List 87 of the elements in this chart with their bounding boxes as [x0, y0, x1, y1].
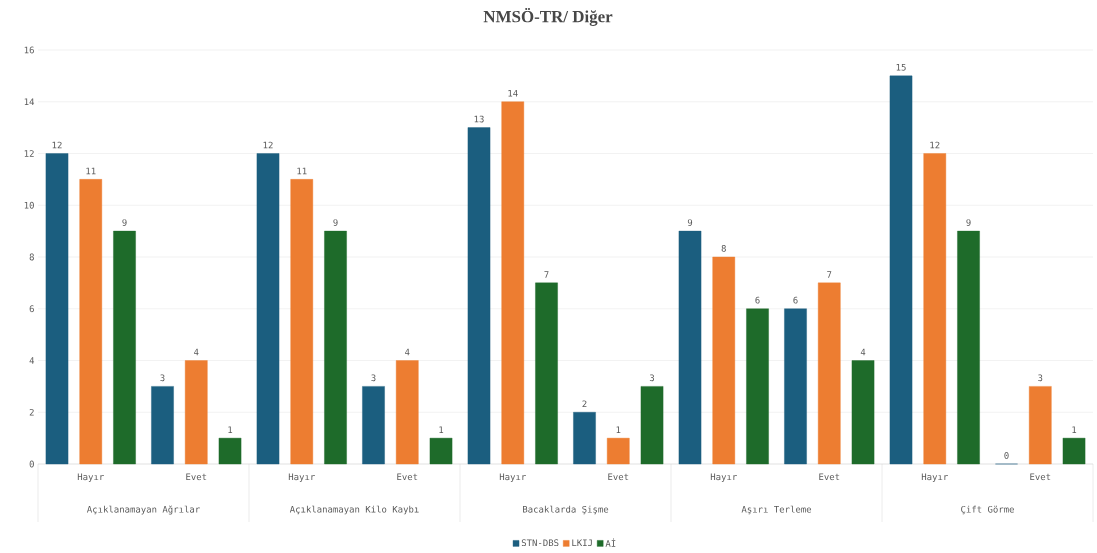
data-label: 14	[508, 90, 518, 97]
bar	[429, 437, 453, 465]
bar	[79, 179, 103, 465]
data-label: 11	[297, 167, 307, 175]
data-label: 9	[122, 219, 127, 226]
y-tick-label: 4	[29, 357, 35, 364]
x-tick-label: Hayır	[77, 473, 104, 482]
bar	[923, 153, 947, 465]
data-label: 3	[649, 374, 655, 382]
bar	[218, 437, 242, 465]
y-tick-label: 12	[24, 150, 34, 157]
data-label: 3	[160, 374, 165, 382]
bar	[535, 282, 558, 465]
data-label: 8	[721, 245, 726, 252]
bar	[467, 127, 491, 465]
data-label: 1	[616, 426, 621, 433]
data-label: 7	[544, 271, 549, 278]
data-label: 3	[371, 374, 376, 382]
data-label: 12	[52, 141, 62, 149]
x-tick-label: Evet	[1030, 473, 1051, 481]
y-tick-label: 8	[29, 253, 34, 261]
text: Çift Görme	[961, 505, 1014, 515]
x-tick-label: Evet	[819, 473, 840, 481]
bar	[1028, 386, 1052, 465]
data-label: 1	[439, 426, 444, 433]
legend-label: LKIJ	[572, 539, 592, 547]
bar	[889, 75, 913, 465]
bar	[817, 282, 841, 465]
data-label: 1	[228, 426, 233, 433]
legend-label: STN-DBS	[521, 539, 559, 547]
data-label: 12	[263, 141, 273, 149]
data-label: 4	[194, 348, 199, 356]
bar	[957, 230, 980, 465]
data-label: 12	[930, 141, 940, 149]
data-label: 4	[860, 348, 866, 356]
x-tick-label: Hayır	[921, 473, 948, 482]
x-tick-label: Hayır	[288, 473, 315, 482]
x-tick-label: Evet	[397, 473, 418, 481]
data-label: 3	[1038, 374, 1043, 382]
x-tick-label: Hayır	[710, 473, 737, 482]
y-tick-label: 16	[24, 46, 34, 54]
bar	[501, 101, 525, 465]
bar	[395, 360, 419, 465]
data-label: 15	[896, 64, 906, 71]
data-label: 9	[966, 219, 971, 226]
bar	[151, 386, 174, 465]
bar	[256, 153, 280, 465]
y-tick-label: 10	[24, 201, 34, 209]
x-tick-label: Evet	[186, 473, 207, 481]
bar	[362, 386, 385, 465]
y-tick-label: 0	[29, 460, 34, 468]
y-tick-label: 2	[29, 408, 34, 416]
data-label: 6	[793, 296, 798, 304]
bar	[640, 386, 664, 465]
data-label: 6	[755, 296, 760, 304]
text: Açıklanamayan Kilo Kaybı	[289, 505, 419, 515]
bar	[851, 360, 875, 465]
data-label: 9	[333, 219, 338, 226]
data-label: 7	[827, 271, 832, 278]
bar	[746, 308, 769, 465]
data-label: 13	[474, 115, 484, 123]
y-tick-label: 6	[29, 305, 34, 313]
y-tick-label: 14	[24, 98, 35, 106]
bar	[290, 179, 314, 465]
data-label: 11	[86, 167, 96, 175]
data-label: 1	[1072, 426, 1077, 433]
data-label: 0	[1004, 452, 1009, 459]
data-label: 4	[405, 348, 410, 356]
bar	[573, 412, 596, 465]
bar	[784, 308, 807, 465]
data-label: 2	[582, 400, 587, 408]
chart-title: NMSÖ-TR/ Diğer	[483, 8, 613, 26]
text: Aşırı Terleme	[741, 505, 812, 515]
bar	[678, 230, 702, 465]
bar	[324, 230, 347, 465]
data-label: 9	[687, 219, 693, 226]
bar	[606, 437, 630, 465]
bar	[113, 230, 136, 465]
text: Açıklanamayan Ağrılar	[86, 505, 200, 515]
x-tick-label: Evet	[608, 473, 629, 481]
bar	[45, 153, 69, 465]
bar	[1062, 437, 1086, 465]
legend-label: Aİ	[605, 538, 616, 547]
text: Bacaklarda Şişme	[523, 505, 609, 515]
bar	[712, 256, 736, 465]
x-tick-label: Hayır	[499, 473, 526, 482]
bar	[184, 360, 208, 465]
